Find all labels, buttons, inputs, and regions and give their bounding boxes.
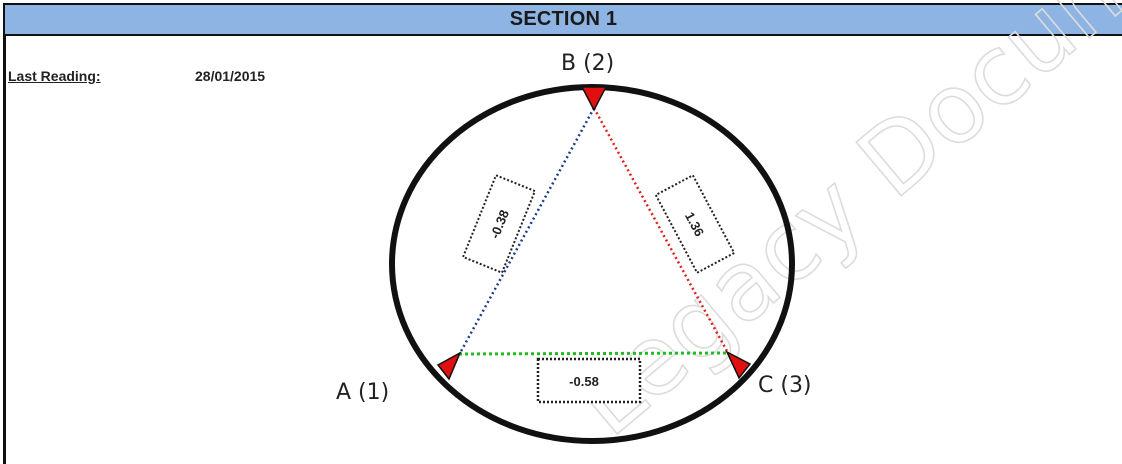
measurement-ac-box: -0.58 [536, 357, 642, 404]
measurement-bc-box: 1.36 [654, 173, 736, 275]
point-a-marker [436, 351, 462, 381]
measurement-ac-value: -0.58 [569, 374, 599, 389]
point-b-marker [580, 86, 608, 112]
point-a-label: A (1) [336, 380, 389, 405]
header-notch [478, 29, 596, 33]
point-c-label: C (3) [758, 373, 812, 398]
point-b-label: B (2) [561, 51, 614, 76]
section-frame [3, 3, 1122, 464]
last-reading-date: 28/01/2015 [195, 68, 266, 84]
section-title: SECTION 1 [509, 8, 618, 30]
measurement-ab-box: -0.38 [461, 174, 537, 274]
last-reading-label: Last Reading: [8, 68, 101, 84]
line-ab [457, 107, 596, 356]
point-c-marker [725, 350, 752, 380]
line-bc [592, 107, 730, 354]
line-ac [458, 351, 729, 356]
